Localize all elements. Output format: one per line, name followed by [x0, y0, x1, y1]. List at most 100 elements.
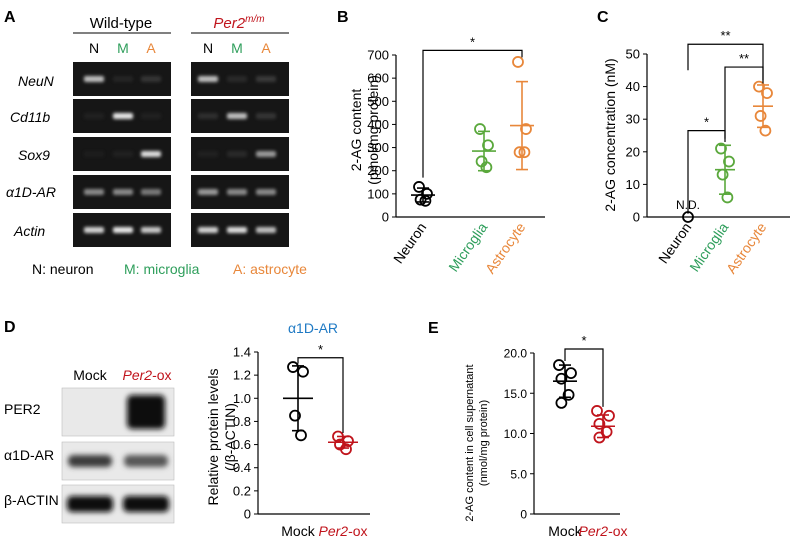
chart-e-point-1-3: [600, 425, 613, 438]
gel-band-mut-1-2: [256, 113, 276, 119]
chart-c-ytick-label: 50: [626, 47, 640, 62]
gel-band-wt-2-2: [141, 151, 161, 157]
chart-b-sig-label-0: *: [470, 34, 475, 49]
blot-band-2-1: [123, 496, 169, 512]
gel-band-mut-1-0: [198, 113, 218, 119]
gel-band-mut-2-1: [227, 151, 247, 157]
wildtype-title: Wild-type: [90, 15, 153, 32]
gene-label-sox9: Sox9: [18, 147, 50, 163]
gel-band-wt-3-1: [113, 189, 133, 195]
lane-label-m-mut: M: [231, 40, 243, 56]
gel-band-wt-4-1: [113, 227, 133, 233]
gene-label-neun: NeuN: [18, 73, 55, 89]
chart-e-point-1-2: [593, 417, 606, 430]
chart-c-sig-label-1: **: [739, 51, 749, 66]
gel-band-mut-2-2: [256, 151, 276, 157]
gel-band-mut-4-0: [198, 227, 218, 233]
chart-b-ytick-label: 600: [367, 71, 389, 86]
chart-b-ytick-label: 400: [367, 117, 389, 132]
gel-band-mut-2-0: [198, 151, 218, 157]
blot-band-1-1: [124, 455, 168, 467]
gel-band-wt-0-0: [84, 76, 104, 82]
chart-e-ylabel-2: (nmol/mg protein): [478, 400, 490, 486]
chart-e-point-0-4: [555, 397, 568, 409]
chart-e-ytick-label: 0: [520, 508, 527, 522]
chart-c-sig-bracket-2: [687, 43, 764, 84]
chart-c-xlabel-0: Neuron: [655, 220, 694, 267]
panel-a: A Wild-type Per2m/m N M A N M A NeuN Cd1…: [4, 9, 307, 277]
chart-d-point-1-3: [340, 443, 352, 456]
blot-band-2-0: [67, 496, 113, 512]
chart-c-sig-label-2: **: [720, 28, 730, 43]
chart-b-sig-bracket-0: [422, 49, 523, 178]
chart-b-xlabel-0: Neuron: [390, 220, 429, 267]
panel-e: E 2-AG content in cell supernatant (nmol…: [428, 320, 628, 539]
chart-d-plot: 0 0.2 0.4 0.6 0.8 1.0 1.2 1.4 Mock Per2-ox *: [233, 342, 370, 539]
chart-c-sig-label-0: *: [704, 115, 709, 130]
gel-band-wt-1-0: [84, 113, 104, 119]
chart-b-point-2-2: [513, 146, 526, 159]
chart-c-ytick-label: 0: [633, 210, 640, 225]
chart-c-point-1-2: [716, 168, 729, 181]
chart-e-point-0-3: [562, 388, 575, 401]
chart-b-ylabel-2: (pmol/mg protein): [365, 75, 381, 185]
chart-e-sig-bracket-0: [564, 348, 604, 407]
blot-label-per2: PER2: [4, 401, 41, 417]
chart-e-point-1-1: [603, 409, 615, 422]
lane-label-m: M: [117, 40, 129, 56]
gel-band-wt-0-2: [141, 76, 161, 82]
chart-c-point-1-0: [715, 142, 727, 155]
gel-band-mut-3-0: [198, 189, 218, 195]
panel-a-label: A: [4, 9, 16, 26]
chart-e-ytick-label: 10.0: [504, 427, 528, 441]
panel-d-blot: D Mock Per2-ox PER2 α1D-AR β-ACTIN: [4, 319, 175, 524]
panel-b: B 2-AG content (pmol/mg protein) 0 100 200…: [337, 9, 545, 277]
chart-c-ytick-label: 20: [626, 144, 640, 159]
lane-label-n: N: [89, 40, 99, 56]
gel-band-wt-1-1: [113, 113, 133, 119]
chart-d-point-0-3: [295, 429, 307, 442]
chart-c-ytick-label: 40: [626, 79, 640, 94]
chart-d-ytick-label: 0.6: [233, 437, 251, 452]
chart-d-ylabel-2: (/β-ACTIN): [222, 403, 238, 471]
chart-b-point-1-1: [482, 139, 494, 152]
gel-band-wt-3-0: [84, 189, 104, 195]
chart-b-point-1-3: [480, 161, 493, 174]
chart-d-ytick-label: 0: [244, 507, 251, 522]
blot-band-1-0: [68, 455, 112, 467]
chart-e-ylabel-1: 2-AG content in cell supernatant: [464, 364, 476, 521]
panel-b-label: B: [337, 9, 349, 26]
gel-band-mut-3-1: [227, 189, 247, 195]
lane-label-n-mut: N: [203, 40, 213, 56]
legend-neuron: N: neuron: [32, 261, 93, 277]
chart-e-point-0-2: [555, 372, 568, 385]
gel-band-mut-0-1: [227, 76, 247, 82]
panel-c-label: C: [597, 9, 609, 26]
panel-d-label: D: [4, 319, 16, 336]
gel-band-mut-3-2: [256, 189, 276, 195]
blot-lane-per2ox: Per2-ox: [122, 367, 171, 383]
chart-b-ytick-label: 200: [367, 163, 389, 178]
chart-b-point-2-0: [512, 56, 524, 68]
panel-e-label: E: [428, 320, 439, 337]
chart-d-sig-label-0: *: [318, 342, 323, 357]
chart-c-ytick-label: 30: [626, 112, 640, 127]
chart-d-point-0-0: [287, 361, 299, 373]
chart-b-point-2-1: [520, 123, 532, 135]
chart-b-point-1-0: [474, 123, 486, 135]
chart-b-point-0-1: [421, 187, 433, 200]
gel-images: [73, 62, 289, 247]
chart-d-ytick-label: 0.4: [233, 460, 251, 475]
gel-band-mut-4-1: [227, 227, 247, 233]
chart-d-point-1-0: [332, 430, 344, 443]
chart-b-ytick-label: 100: [367, 186, 389, 201]
chart-b-ytick-label: 500: [367, 94, 389, 109]
chart-e-point-0-1: [565, 367, 577, 380]
chart-c-point-1-3: [721, 191, 734, 204]
lane-label-a-mut: A: [261, 40, 271, 56]
chart-e-ytick-label: 20.0: [504, 347, 528, 361]
chart-d-xlabel-0: Mock: [281, 523, 315, 539]
